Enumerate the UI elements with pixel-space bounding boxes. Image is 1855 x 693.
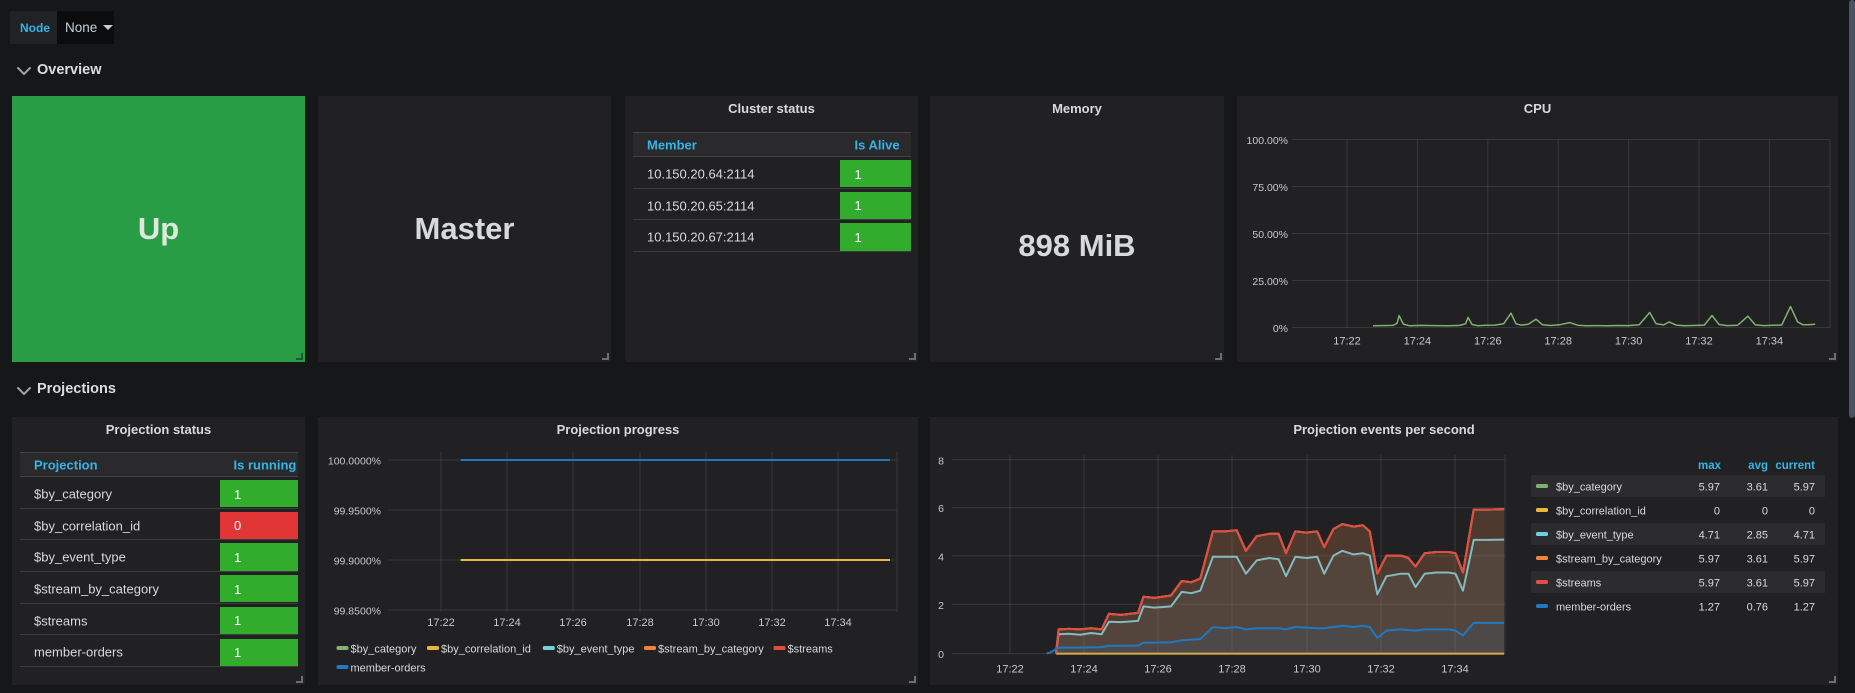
svg-text:17:24: 17:24 — [1070, 664, 1098, 676]
svg-text:3.61: 3.61 — [1747, 554, 1768, 566]
svg-text:50.00%: 50.00% — [1252, 229, 1288, 241]
svg-text:99.9500%: 99.9500% — [334, 506, 381, 518]
svg-text:5.97: 5.97 — [1699, 554, 1720, 566]
svg-text:4: 4 — [938, 551, 944, 563]
svg-text:17:34: 17:34 — [1441, 664, 1469, 676]
svg-text:17:22: 17:22 — [996, 664, 1024, 676]
svg-text:avg: avg — [1748, 460, 1768, 472]
svg-text:17:24: 17:24 — [1404, 336, 1432, 348]
svg-text:17:26: 17:26 — [1474, 336, 1502, 348]
svg-text:1.27: 1.27 — [1699, 602, 1720, 614]
svg-text:5.97: 5.97 — [1794, 578, 1815, 590]
svg-text:17:30: 17:30 — [1293, 664, 1321, 676]
svg-text:5.97: 5.97 — [1794, 554, 1815, 566]
svg-text:3.61: 3.61 — [1747, 578, 1768, 590]
svg-text:$streams: $streams — [1556, 578, 1602, 590]
svg-text:$by_event_type: $by_event_type — [1556, 530, 1634, 542]
svg-text:$by_category: $by_category — [351, 644, 418, 656]
svg-text:$stream_by_category: $stream_by_category — [658, 644, 764, 656]
svg-text:0: 0 — [1762, 506, 1768, 518]
svg-text:17:22: 17:22 — [1333, 336, 1361, 348]
svg-text:6: 6 — [938, 503, 944, 515]
svg-text:0: 0 — [938, 649, 944, 661]
svg-text:100.0000%: 100.0000% — [328, 456, 381, 468]
svg-text:17:30: 17:30 — [692, 617, 720, 629]
svg-text:0%: 0% — [1273, 323, 1288, 335]
svg-text:17:22: 17:22 — [427, 617, 455, 629]
svg-text:99.8500%: 99.8500% — [334, 606, 381, 618]
svg-text:17:32: 17:32 — [1367, 664, 1395, 676]
svg-text:17:32: 17:32 — [1685, 336, 1713, 348]
svg-text:99.9000%: 99.9000% — [334, 556, 381, 568]
svg-text:current: current — [1775, 460, 1815, 472]
svg-text:17:34: 17:34 — [824, 617, 852, 629]
svg-text:$by_correlation_id: $by_correlation_id — [1556, 506, 1646, 518]
svg-text:2: 2 — [938, 600, 944, 612]
svg-text:4.71: 4.71 — [1794, 530, 1815, 542]
svg-text:$by_category: $by_category — [1556, 482, 1623, 494]
svg-text:$stream_by_category: $stream_by_category — [1556, 554, 1662, 566]
svg-text:member-orders: member-orders — [1556, 602, 1632, 614]
svg-text:100.00%: 100.00% — [1247, 135, 1288, 147]
svg-text:75.00%: 75.00% — [1252, 182, 1288, 194]
svg-text:5.97: 5.97 — [1699, 482, 1720, 494]
svg-text:0: 0 — [1714, 506, 1720, 518]
svg-text:$streams: $streams — [788, 644, 834, 656]
svg-text:25.00%: 25.00% — [1252, 276, 1288, 288]
svg-text:$by_correlation_id: $by_correlation_id — [441, 644, 531, 656]
svg-text:0.76: 0.76 — [1747, 602, 1768, 614]
svg-text:17:28: 17:28 — [1218, 664, 1246, 676]
svg-text:17:26: 17:26 — [559, 617, 587, 629]
svg-text:5.97: 5.97 — [1794, 482, 1815, 494]
svg-text:17:28: 17:28 — [626, 617, 654, 629]
svg-text:5.97: 5.97 — [1699, 578, 1720, 590]
svg-text:0: 0 — [1809, 506, 1815, 518]
svg-text:17:28: 17:28 — [1544, 336, 1572, 348]
svg-text:3.61: 3.61 — [1747, 482, 1768, 494]
svg-text:4.71: 4.71 — [1699, 530, 1720, 542]
svg-text:17:26: 17:26 — [1144, 664, 1172, 676]
svg-text:17:30: 17:30 — [1615, 336, 1643, 348]
svg-text:17:34: 17:34 — [1756, 336, 1784, 348]
svg-text:17:32: 17:32 — [758, 617, 786, 629]
svg-text:8: 8 — [938, 455, 944, 467]
svg-text:max: max — [1698, 460, 1722, 472]
svg-text:2.85: 2.85 — [1747, 530, 1768, 542]
svg-text:$by_event_type: $by_event_type — [557, 644, 635, 656]
svg-text:member-orders: member-orders — [351, 663, 427, 675]
svg-text:1.27: 1.27 — [1794, 602, 1815, 614]
svg-text:17:24: 17:24 — [493, 617, 521, 629]
